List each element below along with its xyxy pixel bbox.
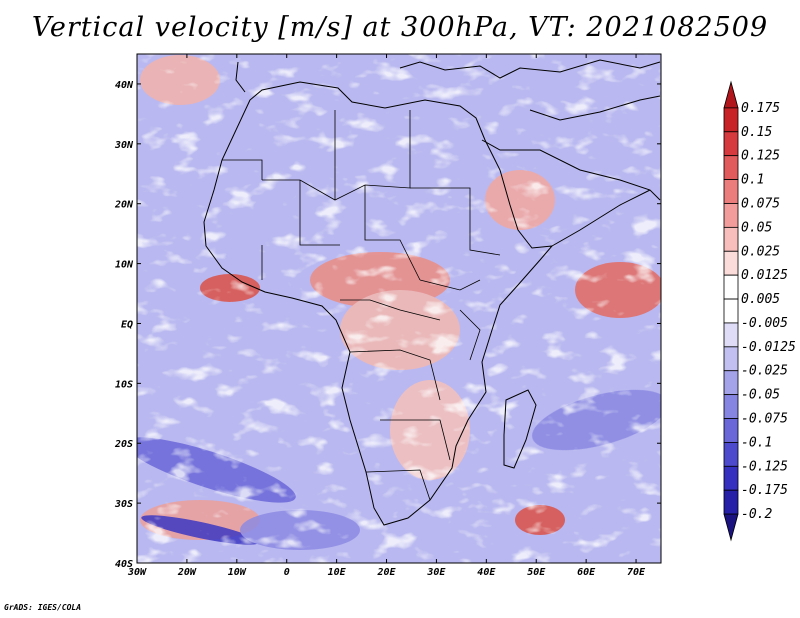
- lat-tick-label: 40S: [115, 559, 133, 570]
- colorbar-label: 0.05: [741, 220, 772, 235]
- colorbar-segment: [723, 155, 739, 180]
- colorbar-segment: [723, 370, 739, 396]
- colorbar-label: -0.005: [741, 316, 788, 331]
- lon-tick-label: 30E: [426, 567, 446, 578]
- colorbar-segment: [723, 322, 739, 348]
- colorbar-segment: [723, 250, 739, 276]
- colorbar-segment: [723, 203, 739, 228]
- country-borders: [222, 110, 501, 501]
- colorbar-segment: [723, 226, 739, 252]
- lon-tick-label: 0: [284, 567, 290, 578]
- footer-credit: GrADS: IGES/COLA: [4, 603, 82, 612]
- lon-tick-label: 40E: [477, 567, 496, 578]
- colorbar-label: 0.025: [741, 244, 780, 259]
- colorbar-label: -0.025: [741, 364, 788, 379]
- colorbar-segment: [723, 489, 739, 515]
- lon-tick-label: 20W: [177, 567, 197, 578]
- lon-tick-label: 30W: [127, 567, 147, 578]
- lat-tick-label: 20S: [114, 439, 133, 450]
- longitude-axis: 30W 20W 10W 0 10E 20E 30E 40E 50E 60E 70E: [127, 54, 646, 578]
- colorbar-label: 0.175: [741, 101, 780, 116]
- lon-tick-label: 20E: [376, 567, 396, 578]
- colorbar-segment: [723, 346, 739, 372]
- colorbar-label: -0.175: [741, 483, 788, 498]
- lat-tick-label: 20N: [114, 200, 134, 211]
- coastlines: [203, 59, 661, 526]
- colorbar-segment: [723, 442, 739, 467]
- lon-tick-label: 50E: [527, 567, 546, 578]
- latitude-axis: 40N 30N 20N 10N EQ 10S 20S 30S 40S: [114, 80, 661, 570]
- colorbar-segment: [723, 394, 739, 419]
- colorbar-label: -0.0125: [741, 340, 796, 355]
- colorbar-label: 0.125: [741, 149, 780, 164]
- colorbar-label: -0.2: [741, 507, 772, 522]
- colorbar-label: -0.05: [741, 388, 780, 403]
- lat-tick-label: 40N: [115, 80, 134, 91]
- colorbar-label: 0.0125: [741, 268, 788, 283]
- colorbar-segment: [723, 80, 739, 109]
- lon-tick-label: 10W: [228, 567, 247, 578]
- lat-tick-label: 30S: [114, 499, 133, 510]
- colorbar-segment: [723, 465, 739, 491]
- lat-tick-label: 30N: [114, 140, 134, 151]
- colorbar-label: -0.075: [741, 412, 788, 427]
- colorbar-segment: [723, 107, 739, 133]
- colorbar-label: 0.15: [741, 125, 772, 140]
- chart-title: Vertical velocity [m/s] at 300hPa, VT: 2…: [31, 12, 769, 43]
- lon-tick-label: 70E: [627, 567, 646, 578]
- map-plot-area: [137, 54, 661, 563]
- colorbar-label: -0.1: [741, 435, 772, 450]
- colorbar-segment: [723, 131, 739, 157]
- plot-frame: [136, 53, 662, 564]
- colorbar-segment: [723, 179, 739, 204]
- colorbar-segment: [723, 298, 739, 324]
- lat-tick-label: 10N: [115, 260, 134, 271]
- colorbar-segment: [723, 418, 739, 443]
- colorbar-label: 0.1: [741, 173, 764, 188]
- lon-tick-label: 60E: [577, 567, 596, 578]
- lon-tick-label: 10E: [328, 567, 347, 578]
- colorbar-label: 0.005: [741, 292, 780, 307]
- colorbar-segment: [723, 513, 739, 542]
- field-texture: [137, 54, 661, 563]
- colorbar-label: -0.125: [741, 459, 788, 474]
- colorbar-label: 0.075: [741, 196, 780, 211]
- colorbar-segment: [723, 274, 739, 300]
- colorbar: 0.175 0.15 0.125 0.1 0.075 0.05 0.025 0.0125 0.0…: [723, 80, 796, 542]
- lat-tick-label: 10S: [115, 379, 133, 390]
- lat-tick-label: EQ: [121, 319, 133, 330]
